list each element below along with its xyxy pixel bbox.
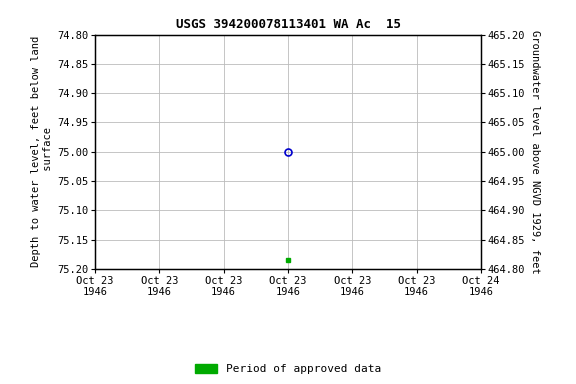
Y-axis label: Groundwater level above NGVD 1929, feet: Groundwater level above NGVD 1929, feet: [529, 30, 540, 273]
Legend: Period of approved data: Period of approved data: [191, 359, 385, 379]
Y-axis label: Depth to water level, feet below land
 surface: Depth to water level, feet below land su…: [31, 36, 52, 267]
Title: USGS 394200078113401 WA Ac  15: USGS 394200078113401 WA Ac 15: [176, 18, 400, 31]
